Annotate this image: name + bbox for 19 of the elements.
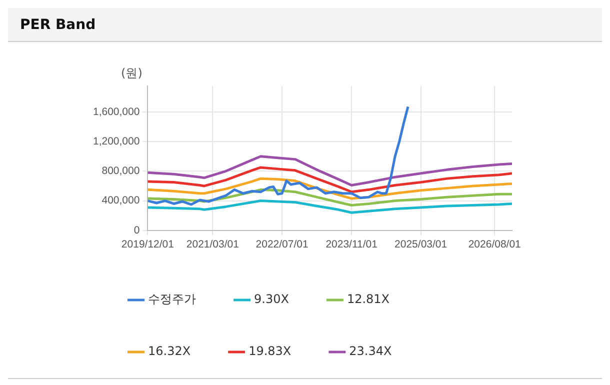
- x-tick-label: 2026/08/01: [468, 238, 522, 251]
- y-tick-label: 400,000: [102, 194, 140, 207]
- y-tick-label: 1,200,000: [92, 135, 140, 148]
- x-tick-label: 2023/11/01: [326, 238, 378, 251]
- y-tick-label: 0: [134, 224, 140, 236]
- y-axis-title: (원): [121, 66, 142, 80]
- legend-label: 12.81X: [346, 292, 390, 306]
- x-tick-label: 2025/03/01: [394, 238, 448, 251]
- x-tick-label: 2022/07/01: [256, 238, 308, 251]
- chart-title: PER Band: [8, 8, 602, 42]
- legend-label: 19.83X: [248, 344, 292, 358]
- legend-label: 23.34X: [349, 344, 392, 358]
- x-tick-label: 2021/03/01: [186, 238, 240, 251]
- legend-label: 9.30X: [254, 292, 289, 306]
- y-tick-label: 1,600,000: [92, 106, 140, 118]
- y-tick-label: 800,000: [102, 165, 140, 178]
- x-tick-label: 2019/12/01: [121, 238, 174, 251]
- legend-label: 수정주가: [148, 292, 196, 306]
- legend-label: 16.32X: [148, 344, 191, 358]
